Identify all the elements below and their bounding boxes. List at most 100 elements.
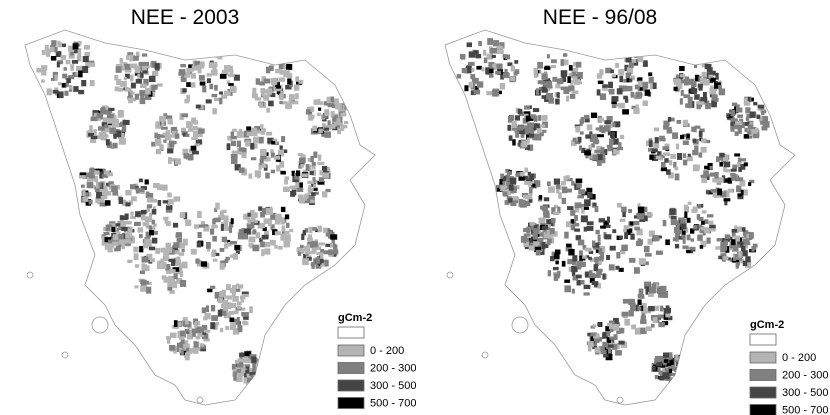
map-cell [197, 242, 201, 248]
map-cell [127, 260, 132, 263]
map-cell [286, 64, 292, 70]
map-cell [476, 66, 482, 70]
map-cell [679, 363, 684, 367]
map-cell [218, 298, 223, 304]
map-cell [220, 263, 225, 270]
legend-swatch [338, 327, 364, 338]
map-cell [537, 62, 543, 69]
map-cell [299, 198, 303, 204]
legend-label: 500 - 700 [370, 397, 416, 409]
map-cell [159, 116, 166, 122]
map-cell [546, 211, 550, 218]
map-cell [211, 305, 215, 311]
map-cell [344, 121, 348, 124]
map-cell [594, 264, 598, 271]
map-cell [152, 238, 157, 244]
map-cell [182, 262, 188, 269]
map-cell [664, 291, 668, 298]
map-cell [200, 82, 206, 86]
map-cell [125, 190, 131, 195]
map-cell [182, 249, 185, 252]
map-cell [174, 320, 178, 327]
map-cell [595, 333, 599, 338]
map-cell [81, 80, 86, 86]
map-cell [575, 126, 580, 132]
map-cell [289, 94, 295, 100]
map-cell [634, 227, 640, 231]
map-cell [231, 158, 237, 164]
map-panel [25, 30, 375, 405]
map-cell [227, 143, 231, 150]
map-cell [341, 112, 347, 116]
map-cell [69, 85, 72, 89]
map-cell [308, 185, 311, 192]
map-cell [225, 326, 229, 330]
map-cell [734, 153, 740, 156]
map-cell [64, 67, 67, 71]
map-cell [646, 326, 651, 330]
map-cell [281, 207, 286, 212]
map-cell [593, 203, 597, 206]
map-cell [241, 308, 245, 311]
map-cell [542, 74, 548, 80]
map-cell [280, 171, 285, 175]
map-cell [578, 240, 585, 246]
map-cell [170, 333, 177, 338]
map-cell [160, 248, 165, 253]
map-cell [507, 171, 512, 175]
map-cell [228, 83, 234, 86]
map-cell [640, 87, 643, 91]
map-cell [658, 293, 664, 298]
map-cell [264, 248, 270, 254]
map-cell [735, 121, 741, 125]
map-cell [238, 284, 243, 288]
map-cell [163, 200, 168, 203]
map-cell [574, 215, 578, 221]
map-cell [237, 141, 241, 148]
map-cell [599, 69, 603, 75]
map-cell [147, 204, 152, 208]
map-cell [146, 287, 151, 294]
map-cell [556, 185, 560, 189]
map-cell [286, 223, 289, 228]
legend-label: 300 - 500 [782, 387, 828, 399]
map-cell [706, 190, 709, 194]
map-cell [116, 130, 121, 137]
map-cell [131, 92, 135, 95]
map-cell [694, 64, 697, 68]
map-cell [643, 83, 647, 89]
map-cell [192, 332, 196, 337]
map-cell [166, 247, 172, 253]
map-cell [139, 188, 144, 192]
map-cell [539, 195, 542, 200]
map-cell [198, 129, 204, 134]
map-cell [112, 192, 118, 196]
map-cell [469, 51, 476, 57]
map-cell [761, 126, 767, 130]
map-cell [534, 134, 541, 140]
map-cell [639, 289, 644, 295]
map-cell [643, 60, 647, 66]
map-cell [564, 285, 571, 292]
map-cell [520, 172, 525, 176]
map-cell [181, 339, 185, 344]
map-cell [694, 94, 700, 100]
map-cell [536, 88, 540, 95]
map-cell [310, 171, 314, 175]
map-cell [617, 147, 623, 150]
map-cell [113, 122, 119, 128]
map-cell [219, 292, 226, 296]
map-cell [312, 241, 318, 247]
map-cell [476, 54, 482, 58]
map-cell [698, 101, 704, 104]
map-cell [307, 181, 314, 184]
map-cell [279, 77, 285, 81]
map-cell [243, 356, 246, 363]
legend-swatch [750, 352, 776, 363]
map-cell [165, 253, 169, 259]
map-cell [73, 43, 79, 49]
map-cell [551, 65, 556, 68]
map-cell [609, 337, 613, 340]
map-cell [274, 245, 277, 249]
map-cell [257, 373, 261, 378]
